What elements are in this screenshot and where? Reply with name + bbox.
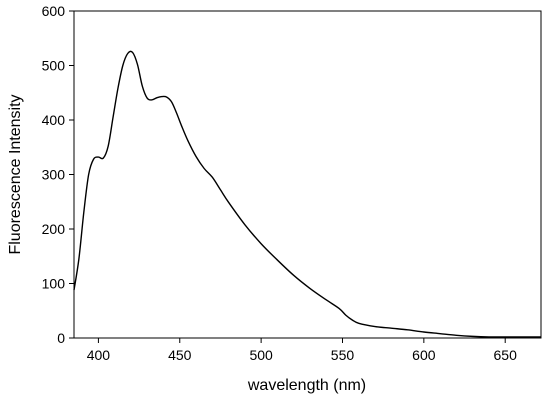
y-tick-label: 300 <box>42 167 66 183</box>
x-tick-label: 450 <box>168 347 192 363</box>
x-tick-label: 400 <box>87 347 111 363</box>
y-axis-ticks: 0 100 200 300 400 500 600 <box>42 3 74 346</box>
y-tick-label: 100 <box>42 276 66 292</box>
y-tick-label: 400 <box>42 112 66 128</box>
y-tick-label: 600 <box>42 3 66 19</box>
x-tick-label: 550 <box>331 347 355 363</box>
series-line <box>73 50 541 338</box>
x-tick-label: 500 <box>249 347 273 363</box>
x-axis-title: wavelength (nm) <box>247 377 366 394</box>
y-tick-label: 0 <box>57 330 65 346</box>
plot-frame <box>73 10 542 339</box>
x-axis-ticks: 400 450 500 550 600 650 <box>87 338 517 363</box>
y-tick-label: 500 <box>42 58 66 74</box>
y-axis-title: Fluorescence Intensity <box>7 94 24 254</box>
x-tick-label: 650 <box>494 347 518 363</box>
y-tick-label: 200 <box>42 221 66 237</box>
x-tick-label: 600 <box>412 347 436 363</box>
